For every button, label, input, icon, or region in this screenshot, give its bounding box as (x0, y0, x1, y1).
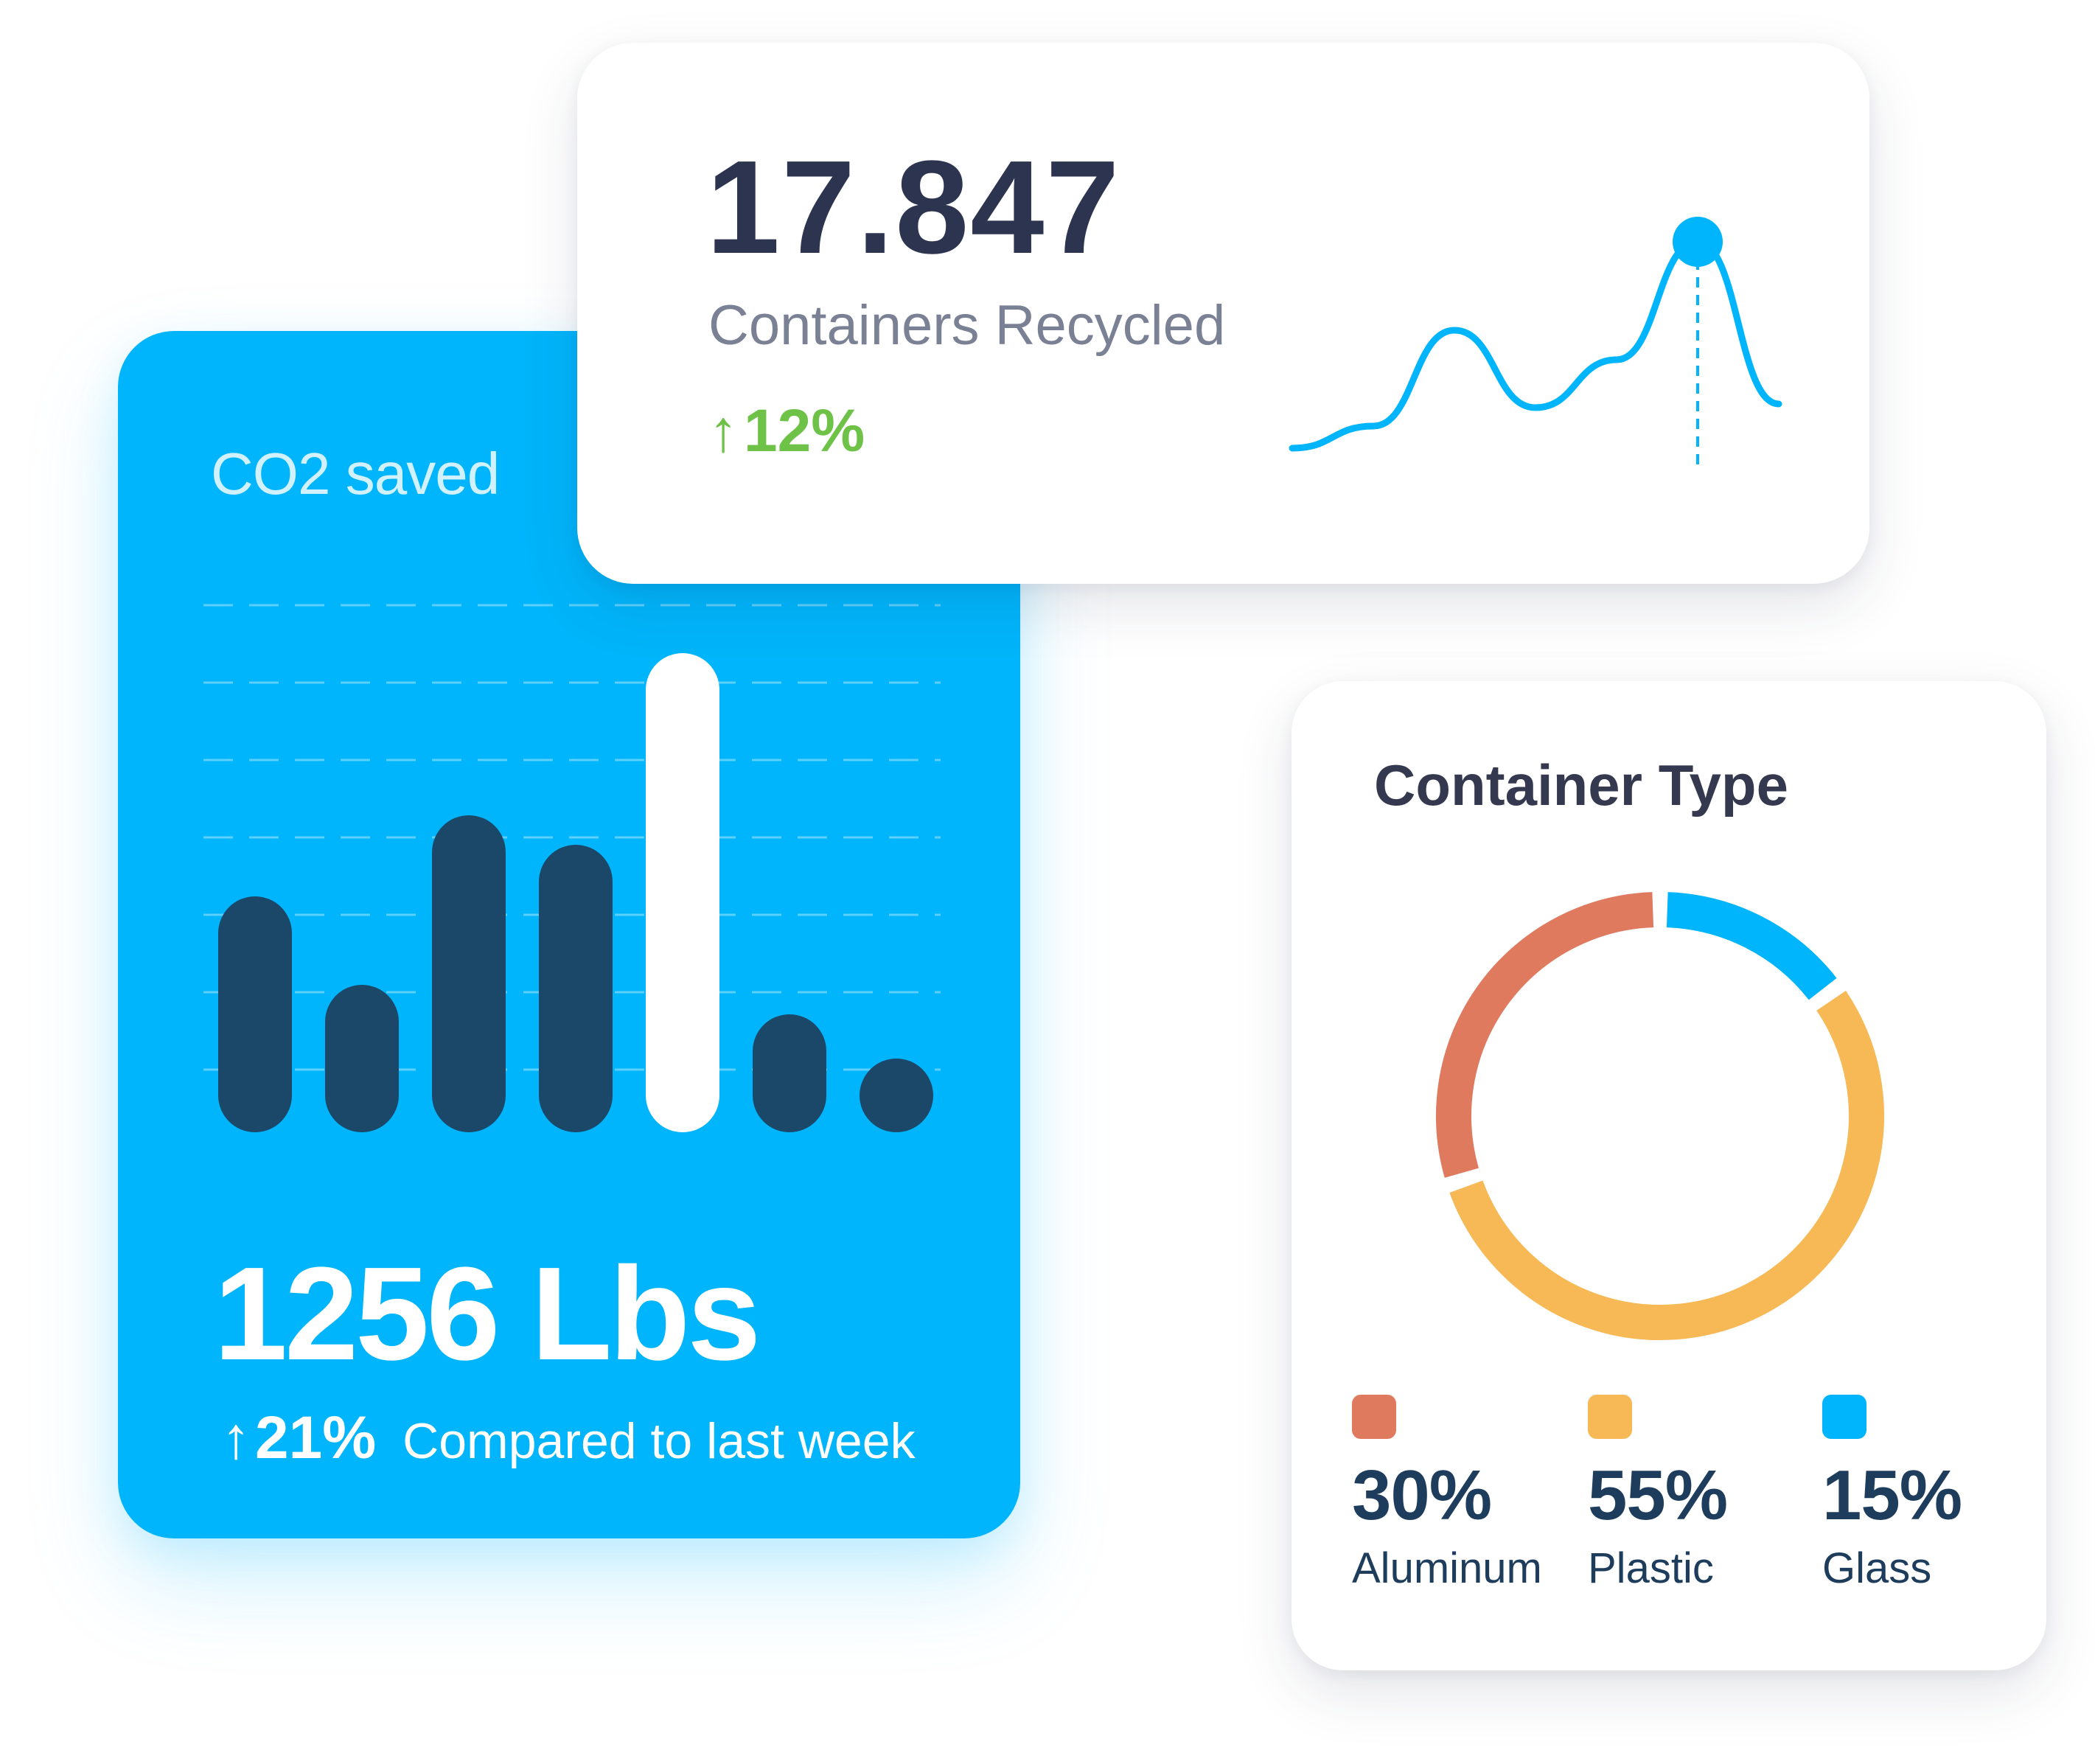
recycled-count: 17.847 (706, 133, 1121, 282)
recycled-label: Containers Recycled (708, 294, 1226, 357)
legend-item-aluminum: 30% Aluminum (1352, 1395, 1573, 1593)
co2-delta-row: ↑ 21% Compared to last week (221, 1404, 916, 1477)
co2-value: 1256 Lbs (214, 1240, 761, 1388)
donut-slice-glass (1666, 892, 1837, 1000)
legend-item-glass: 15% Glass (1822, 1395, 2043, 1593)
donut-slice-aluminum (1436, 892, 1654, 1178)
co2-delta-percent: 21% (255, 1404, 377, 1471)
container-type-legend: 30% Aluminum 55% Plastic 15% Glass (1352, 1395, 2015, 1631)
containers-recycled-card: 17.847 Containers Recycled ↑ 12% (577, 43, 1869, 584)
legend-label: Plastic (1588, 1544, 1714, 1592)
recycled-delta-percent: 12% (744, 397, 865, 464)
legend-swatch-aluminum (1352, 1395, 1396, 1439)
recycled-delta-row: ↑ 12% (708, 397, 865, 466)
legend-swatch-plastic (1588, 1395, 1632, 1439)
legend-swatch-glass (1822, 1395, 1866, 1439)
legend-label: Aluminum (1352, 1544, 1542, 1592)
bar (539, 845, 613, 1132)
co2-comparison-text: Compared to last week (402, 1413, 916, 1469)
recycled-trend-chart (1289, 217, 1782, 470)
bar (325, 985, 399, 1132)
trend-line (1289, 238, 1782, 452)
donut-slice-plastic (1449, 991, 1884, 1340)
arrow-up-icon: ↑ (221, 1405, 251, 1471)
bar (218, 896, 292, 1132)
legend-item-plastic: 55% Plastic (1588, 1395, 1809, 1593)
co2-card-title: CO2 saved (211, 441, 500, 506)
container-type-card: Container Type 30% Aluminum 55% Plastic … (1291, 681, 2046, 1670)
bar (753, 1014, 826, 1132)
bar-highlight (646, 653, 719, 1132)
container-type-donut-chart (1436, 892, 1884, 1340)
arrow-up-icon: ↑ (708, 398, 738, 464)
trend-marker-point (1673, 217, 1723, 267)
bar (432, 815, 506, 1132)
container-type-title: Container Type (1374, 753, 1788, 817)
co2-bar-chart (203, 604, 941, 1132)
legend-percent: 15% (1822, 1456, 1962, 1535)
legend-percent: 30% (1352, 1456, 1492, 1535)
legend-label: Glass (1822, 1544, 1932, 1592)
legend-percent: 55% (1588, 1456, 1728, 1535)
bar (860, 1059, 933, 1132)
